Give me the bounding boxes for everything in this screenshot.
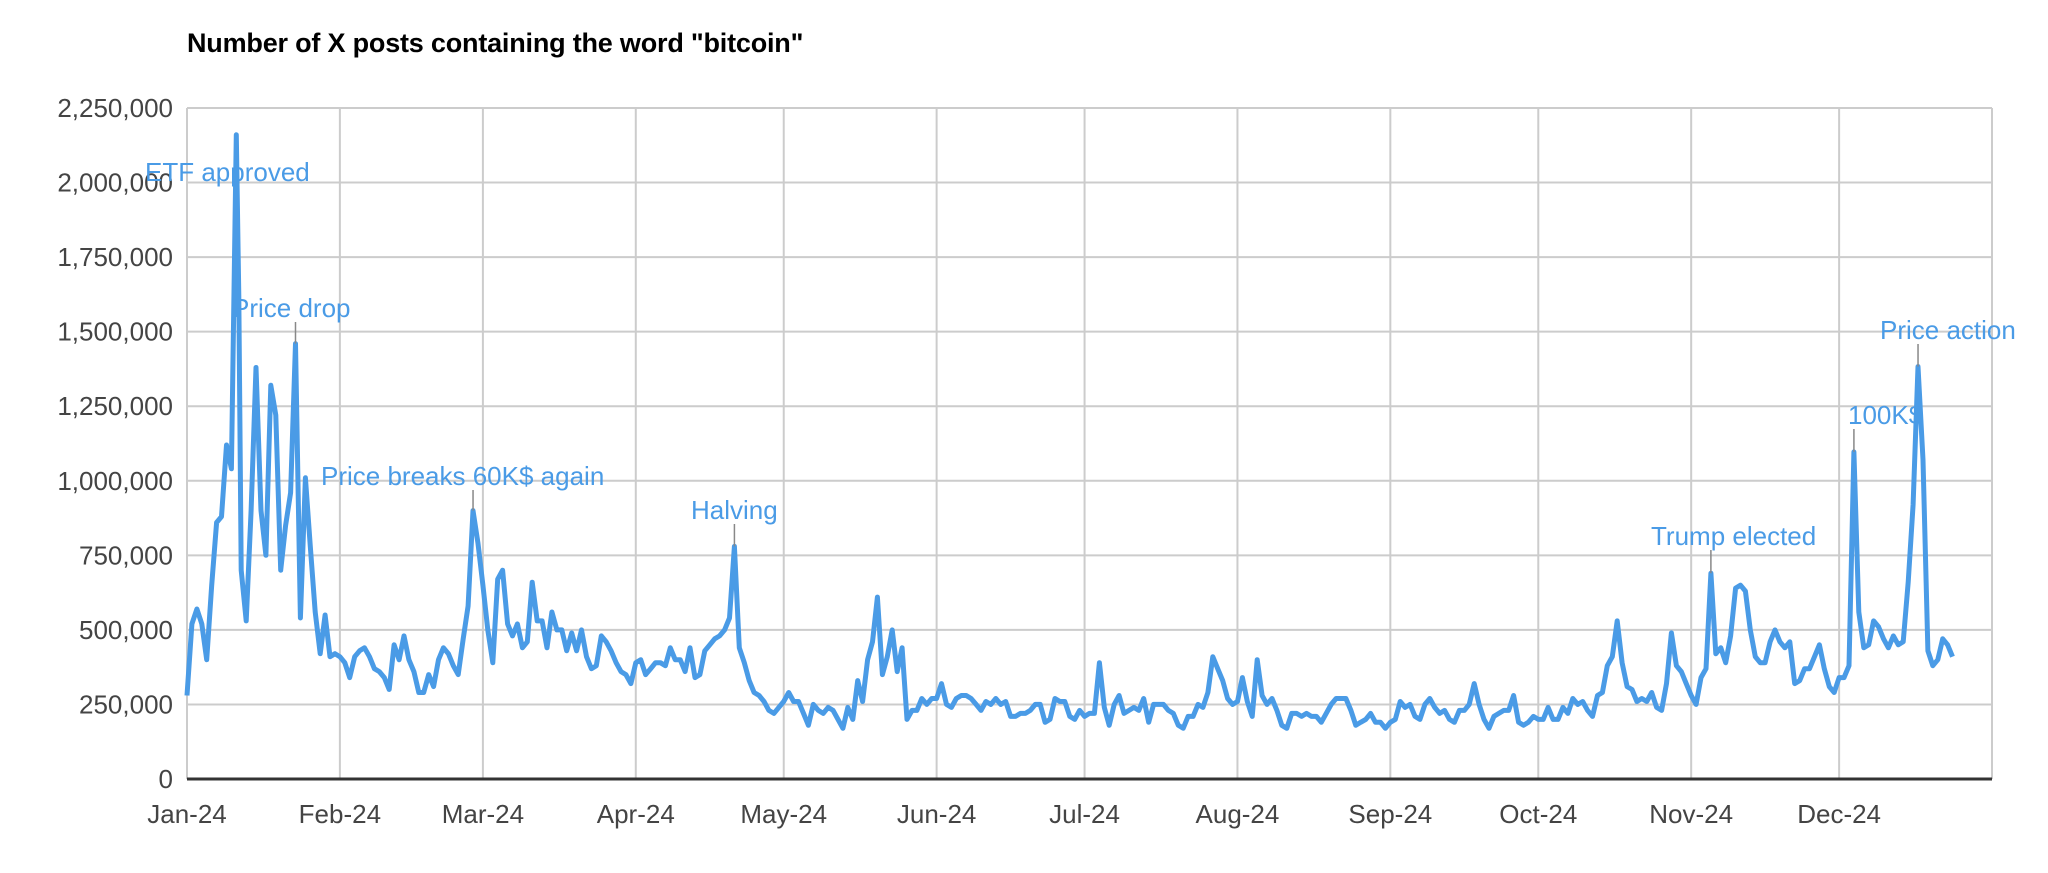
y-tick-label: 500,000 [79,615,173,645]
x-tick-label: Feb-24 [299,799,381,829]
annotation-label: 100K$ [1848,400,1924,430]
data-series-line [184,132,1955,731]
y-tick-label: 1,250,000 [57,391,173,421]
x-tick-label: Jul-24 [1049,799,1120,829]
x-tick-label: Mar-24 [442,799,524,829]
annotation-label: Price breaks 60K$ again [321,461,604,491]
annotations: ETF approved Price drop Price breaks 60K$ … [145,157,2016,574]
x-tick-label: Sep-24 [1348,799,1432,829]
annotation-label: Trump elected [1651,521,1816,551]
x-tick-label: Dec-24 [1797,799,1881,829]
x-tick-label: Oct-24 [1499,799,1577,829]
y-tick-label: 0 [159,764,173,794]
chart-title: Number of X posts containing the word "b… [187,28,804,58]
annotation-label: Halving [691,495,778,525]
y-tick-label: 750,000 [79,540,173,570]
y-tick-label: 1,000,000 [57,466,173,496]
x-tick-label: May-24 [740,799,827,829]
x-tick-label: Jan-24 [147,799,227,829]
y-tick-label: 2,250,000 [57,93,173,123]
y-axis-tick-labels: 0 250,000 500,000 750,000 1,000,000 1,250,000… [57,93,173,794]
annotation-label: ETF approved [145,157,310,187]
x-tick-label: Aug-24 [1196,799,1280,829]
annotation-label: Price action [1880,315,2016,345]
y-tick-label: 2,000,000 [57,168,173,198]
y-tick-label: 1,500,000 [57,317,173,347]
annotation-label: Price drop [232,293,351,323]
x-axis-tick-labels: Jan-24 Feb-24 Mar-24 Apr-24 May-24 Jun-24 Jul-… [147,799,1881,829]
x-tick-label: Apr-24 [597,799,675,829]
bitcoin-posts-line [184,132,1955,731]
y-tick-label: 250,000 [79,689,173,719]
y-tick-label: 1,750,000 [57,242,173,272]
gridlines [186,107,1993,779]
x-tick-label: Nov-24 [1649,799,1733,829]
x-tick-label: Jun-24 [897,799,977,829]
